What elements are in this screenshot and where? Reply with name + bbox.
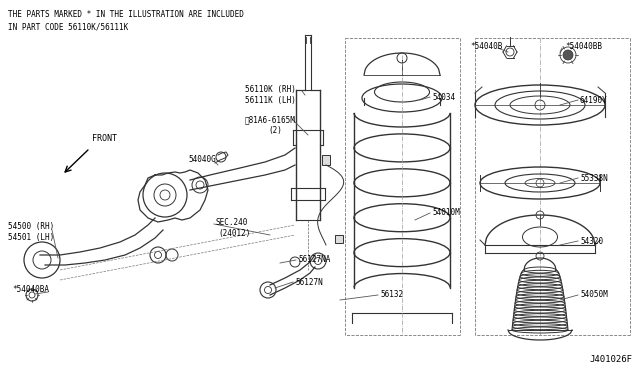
Circle shape [563, 50, 573, 60]
Text: 56111K (LH): 56111K (LH) [245, 96, 296, 105]
Text: SEC.240: SEC.240 [215, 218, 248, 227]
Text: (2): (2) [268, 126, 282, 135]
Text: 54040G: 54040G [188, 155, 216, 164]
Bar [335, 235, 343, 243]
Text: *54040BB: *54040BB [565, 42, 602, 51]
Text: *54040BA: *54040BA [12, 285, 49, 294]
Text: FRONT: FRONT [92, 134, 117, 143]
Bar [322, 155, 330, 165]
Text: 56127NA: 56127NA [298, 255, 330, 264]
Text: 64190Y: 64190Y [580, 96, 608, 105]
Text: (24012): (24012) [218, 229, 250, 238]
Text: J401026F: J401026F [589, 355, 632, 364]
Text: 54501 (LH): 54501 (LH) [8, 233, 54, 242]
Text: THE PARTS MARKED * IN THE ILLUSTRATION ARE INCLUDED: THE PARTS MARKED * IN THE ILLUSTRATION A… [8, 10, 244, 19]
Text: *54040B: *54040B [470, 42, 502, 51]
Text: 55338N: 55338N [580, 174, 608, 183]
Text: 56132: 56132 [380, 290, 403, 299]
Text: IN PART CODE 56110K/56111K: IN PART CODE 56110K/56111K [8, 22, 128, 31]
Text: 54010M: 54010M [432, 208, 460, 217]
Text: 56110K (RH): 56110K (RH) [245, 85, 296, 94]
Text: 54320: 54320 [580, 237, 603, 246]
Text: 54500 (RH): 54500 (RH) [8, 222, 54, 231]
Text: 56127N: 56127N [295, 278, 323, 287]
Text: 54034: 54034 [432, 93, 455, 102]
Text: ⮗81A6-6165M: ⮗81A6-6165M [245, 115, 296, 124]
Text: 54050M: 54050M [580, 290, 608, 299]
